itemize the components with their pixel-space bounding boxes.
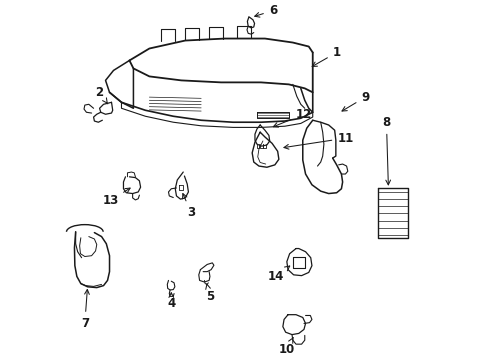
Text: 2: 2 (96, 86, 108, 104)
Text: 1: 1 (312, 46, 341, 67)
Text: 12: 12 (273, 108, 312, 127)
Text: 10: 10 (279, 338, 295, 356)
Text: 6: 6 (255, 4, 277, 17)
Text: 3: 3 (183, 194, 196, 219)
Text: 9: 9 (342, 91, 369, 111)
Text: 14: 14 (268, 266, 290, 283)
Text: 4: 4 (167, 293, 175, 310)
Text: 7: 7 (81, 289, 89, 330)
Text: 5: 5 (206, 284, 214, 303)
Text: 11: 11 (284, 132, 354, 149)
Text: 8: 8 (382, 116, 391, 185)
Text: 13: 13 (102, 188, 130, 207)
